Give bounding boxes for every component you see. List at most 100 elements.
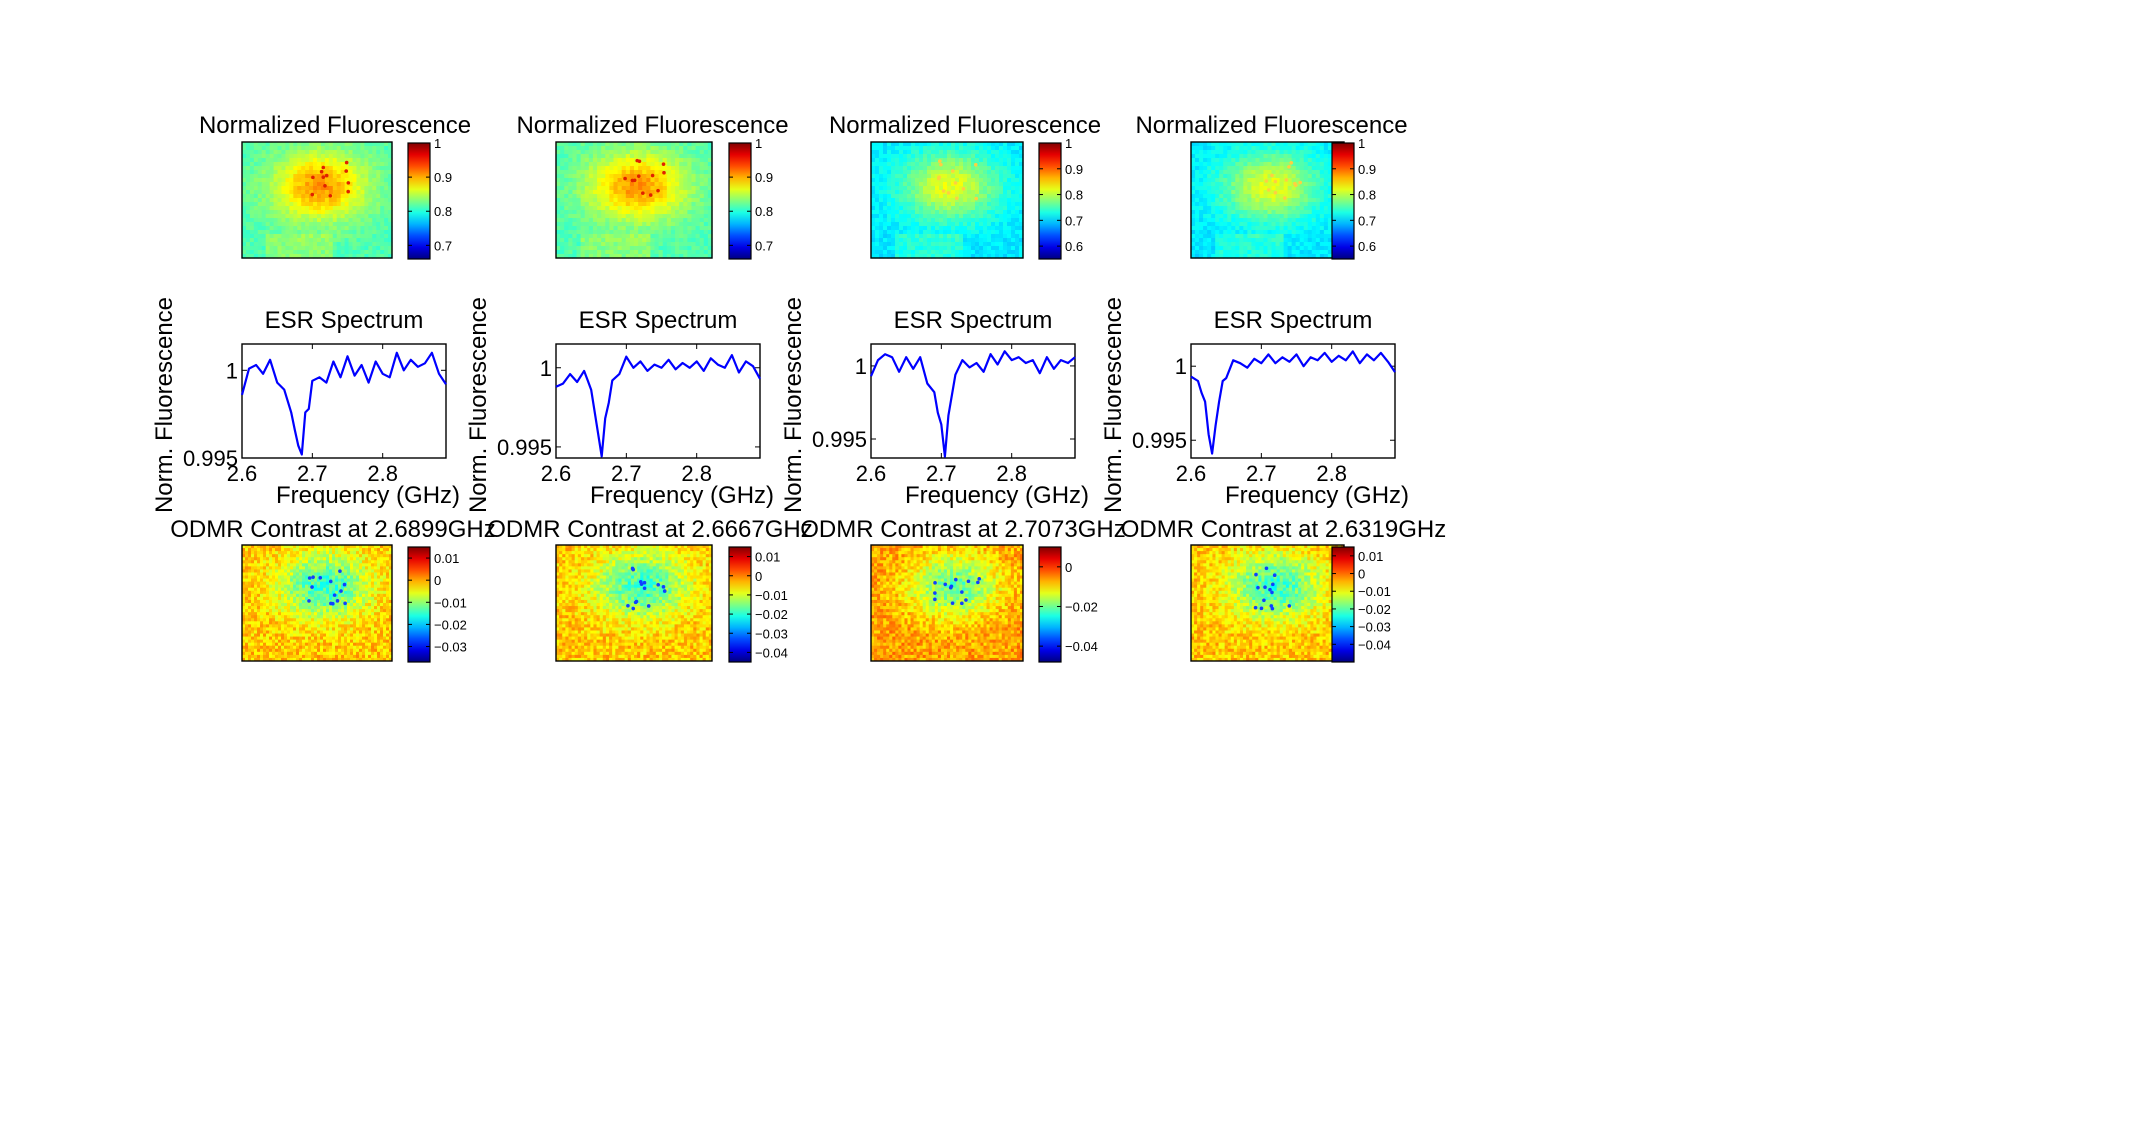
heatmap-cell	[1267, 162, 1273, 167]
heatmap-cell	[907, 202, 912, 207]
heatmap-cell	[609, 202, 615, 207]
heatmap-cell	[1203, 158, 1208, 163]
heatmap-cell	[670, 170, 676, 175]
heatmap-cell	[273, 222, 279, 227]
heatmap-cell	[891, 170, 896, 175]
heatmap-cell	[670, 146, 676, 151]
heatmap-cell	[344, 566, 348, 570]
heatmap-cell	[1219, 186, 1224, 191]
heatmap-cell	[317, 234, 322, 239]
heatmap-cell	[1199, 202, 1204, 207]
heatmap-cell	[883, 218, 888, 223]
colorbar-tick-label: 0.9	[434, 170, 452, 185]
heatmap-cell	[662, 178, 668, 183]
heatmap-cell	[332, 198, 338, 203]
panel-title: Normalized Fluorescence	[199, 112, 471, 139]
x-tick-label: 2.6	[1176, 461, 1207, 486]
heatmap-cell	[290, 545, 294, 549]
heatmap-cell	[324, 242, 330, 247]
heatmap-cell	[289, 198, 294, 203]
heatmap-cell	[388, 162, 393, 167]
heatmap-cell	[245, 230, 251, 235]
heatmap-cell	[1231, 190, 1236, 195]
heatmap-cell	[1279, 182, 1285, 187]
heatmap-cell	[588, 254, 594, 259]
heatmap-cell	[1319, 218, 1325, 223]
heatmap-cell	[691, 146, 697, 151]
heatmap-cell	[324, 226, 330, 231]
heatmap-cell	[935, 198, 940, 203]
heatmap-cell	[875, 182, 880, 187]
heatmap-cell	[1199, 190, 1204, 195]
heatmap-cell	[368, 142, 373, 147]
heatmap-cell	[699, 150, 705, 155]
heatmap-cell	[568, 202, 574, 207]
heatmap-cell	[983, 174, 988, 179]
heatmap-cell	[670, 226, 676, 231]
heatmap-cell	[995, 194, 1000, 199]
heatmap-cell	[344, 238, 350, 243]
heatmap-cell	[931, 226, 936, 231]
heatmap-cell	[388, 218, 393, 223]
heatmap-cell	[979, 146, 984, 151]
heatmap-cell	[875, 174, 880, 179]
heatmap-cell	[959, 250, 964, 255]
heatmap-cell	[895, 190, 900, 195]
heatmap-cell	[1295, 178, 1301, 183]
heatmap-cell	[650, 158, 656, 163]
heatmap-cell	[605, 214, 610, 219]
heatmap-cell	[995, 170, 1000, 175]
heatmap-cell	[887, 194, 892, 199]
colorbar-tick-label: 0.6	[1065, 239, 1083, 254]
heatmap-cell	[625, 158, 631, 163]
heatmap-cell	[1223, 230, 1228, 235]
heatmap-cell	[257, 178, 263, 183]
heatmap-cell	[341, 548, 345, 552]
heatmap-cell	[289, 162, 294, 167]
heatmap-cell	[971, 182, 976, 187]
heatmap-cell	[360, 190, 365, 195]
heatmap-cell	[939, 202, 944, 207]
heatmap-cell	[328, 182, 334, 187]
heatmap-cell	[257, 194, 263, 199]
heatmap-cell	[971, 250, 976, 255]
heatmap-cell	[658, 178, 664, 183]
heatmap-cell	[242, 554, 246, 558]
heatmap-cell	[1007, 254, 1012, 259]
heatmap-cell	[650, 210, 656, 215]
heatmap-cell	[251, 551, 255, 555]
heatmap-cell	[691, 182, 697, 187]
heatmap-cell	[959, 238, 964, 243]
heatmap-cell	[364, 190, 369, 195]
heatmap-cell	[1223, 154, 1228, 159]
heatmap-cell	[257, 158, 263, 163]
heatmap-cell	[679, 254, 684, 259]
heatmap-cell	[1215, 214, 1220, 219]
heatmap-cell	[683, 234, 688, 239]
heatmap-cell	[991, 202, 996, 207]
heatmap-cell	[1019, 150, 1024, 155]
heatmap-cell	[983, 178, 988, 183]
heatmap-cell	[356, 222, 362, 227]
heatmap-cell	[1219, 242, 1224, 247]
heatmap-cell	[1191, 254, 1196, 259]
heatmap-cell	[317, 210, 322, 215]
heatmap-cell	[568, 250, 574, 255]
heatmap-cell	[263, 545, 267, 549]
heatmap-cell	[352, 186, 358, 191]
heatmap-cell	[605, 222, 610, 227]
heatmap-cell	[1211, 158, 1216, 163]
heatmap-cell	[376, 234, 381, 239]
heatmap-cell	[269, 166, 275, 171]
heatmap-cell	[296, 566, 300, 570]
heatmap-cell	[1263, 206, 1269, 211]
heatmap-cell	[1011, 226, 1016, 231]
heatmap-cell	[1235, 242, 1240, 247]
heatmap-cell	[1323, 158, 1329, 163]
heatmap-cell	[1307, 182, 1313, 187]
heatmap-cell	[1203, 226, 1208, 231]
heatmap-cell	[971, 242, 976, 247]
heatmap-cell	[313, 206, 318, 211]
heatmap-cell	[1203, 190, 1208, 195]
